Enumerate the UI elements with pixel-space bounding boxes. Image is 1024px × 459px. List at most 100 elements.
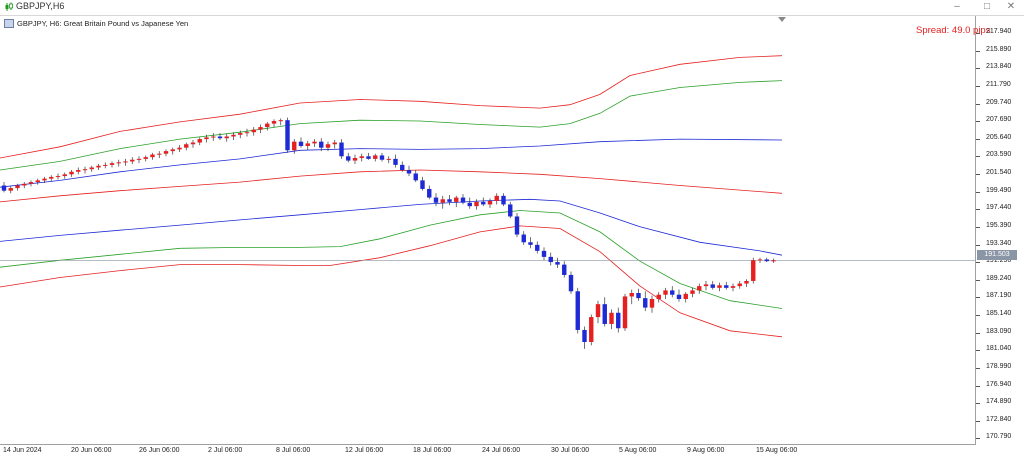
candle-body <box>339 142 344 157</box>
candle <box>143 155 148 162</box>
price-tick-mark <box>976 121 980 123</box>
candle <box>197 137 202 146</box>
price-chart[interactable] <box>0 16 975 444</box>
candle-body <box>150 154 155 158</box>
chart-shift-marker[interactable] <box>778 17 786 22</box>
candle <box>292 139 297 154</box>
candle-body <box>535 244 540 251</box>
candle-body <box>312 141 317 144</box>
candle <box>555 257 560 269</box>
candle-body <box>143 157 148 159</box>
candle-body <box>170 149 175 152</box>
candle-body <box>42 178 47 181</box>
candle-body <box>298 141 304 146</box>
candle-body <box>400 164 405 171</box>
candle-body <box>629 292 634 297</box>
candle-body <box>123 161 128 163</box>
time-tick-label: 20 Jun 06:00 <box>71 447 112 454</box>
candle-body <box>440 199 445 203</box>
price-tick-label: 187.190 <box>986 292 1012 300</box>
price-tick-label: 215.890 <box>986 45 1012 53</box>
close-button[interactable]: ✕ <box>1006 1 1016 12</box>
center-upper-band-line <box>0 138 783 188</box>
candle-body <box>352 158 358 161</box>
candle-body <box>285 120 290 151</box>
price-tick-label: 178.990 <box>986 362 1012 370</box>
time-axis[interactable]: 14 Jun 2024 20 Jun 06:00 26 Jun 06:00 2 Jul… <box>0 444 975 459</box>
candle <box>231 132 236 140</box>
current-price-tag: 191.503 <box>977 250 1017 260</box>
candle-body <box>89 167 94 170</box>
price-tick-mark <box>976 279 980 281</box>
candle-body <box>76 170 81 172</box>
price-tick-mark <box>976 244 980 246</box>
candle <box>15 183 20 191</box>
candle-body <box>49 176 54 179</box>
candle <box>697 283 702 294</box>
candle-body <box>62 174 67 177</box>
candle <box>460 194 466 205</box>
price-tick-mark <box>976 420 980 422</box>
candle-body <box>575 291 580 330</box>
candle <box>649 295 655 313</box>
candle <box>454 195 459 208</box>
middle-band-line <box>0 198 783 256</box>
candle-body <box>730 286 736 288</box>
price-tick-mark <box>976 50 980 52</box>
candle-body <box>130 159 135 162</box>
candle-body <box>413 173 418 181</box>
chart-window-icon <box>4 19 14 28</box>
candle-body <box>305 143 310 146</box>
candle <box>528 237 533 249</box>
price-tick-label: 203.590 <box>986 151 1012 159</box>
candle <box>487 198 493 208</box>
candle <box>656 292 661 303</box>
candle <box>717 282 722 292</box>
candle <box>737 280 742 289</box>
candle-body <box>521 234 526 243</box>
window-titlebar[interactable]: GBPJPY,H6 – □ ✕ <box>0 0 1024 16</box>
candle <box>42 176 47 183</box>
candle <box>663 287 668 300</box>
price-tick-label: 183.090 <box>986 327 1012 335</box>
candle-body <box>332 142 337 145</box>
candle <box>643 291 648 312</box>
candle-body <box>744 280 749 284</box>
candle-body <box>636 292 641 299</box>
candle <box>305 140 310 151</box>
candle-body <box>717 285 722 288</box>
time-tick-label: 2 Jul 06:00 <box>208 447 243 454</box>
candle <box>582 326 587 349</box>
candle-body <box>555 262 560 265</box>
price-tick-label: 195.390 <box>986 221 1012 229</box>
candle <box>130 157 135 165</box>
candle <box>514 213 520 238</box>
candle-body <box>379 155 385 160</box>
candle <box>589 314 594 346</box>
maximize-button[interactable]: □ <box>983 1 991 12</box>
candle <box>359 153 364 162</box>
candle <box>676 289 682 302</box>
minimize-button[interactable]: – <box>954 1 960 12</box>
candle <box>400 161 405 172</box>
price-tick-mark <box>976 138 980 140</box>
upper-outer-band-line <box>0 55 783 159</box>
candle-body <box>109 163 115 165</box>
candle-body <box>656 294 661 300</box>
candle <box>413 170 418 183</box>
candle-body <box>737 283 742 287</box>
candle-body <box>35 180 40 183</box>
candle <box>352 154 358 165</box>
candle <box>447 194 452 206</box>
candle-body <box>427 188 432 198</box>
candle <box>244 128 250 137</box>
candle <box>190 139 196 148</box>
candle <box>548 252 553 266</box>
price-axis[interactable]: 217.940 215.890 213.840 211.790 209.740 207.6… <box>976 16 1024 444</box>
candle-body <box>217 136 223 139</box>
candle-body <box>487 200 493 205</box>
candle <box>730 283 736 292</box>
lower-inner-band-line <box>0 210 783 309</box>
candle <box>103 162 108 169</box>
price-tick-label: 197.440 <box>986 204 1012 212</box>
